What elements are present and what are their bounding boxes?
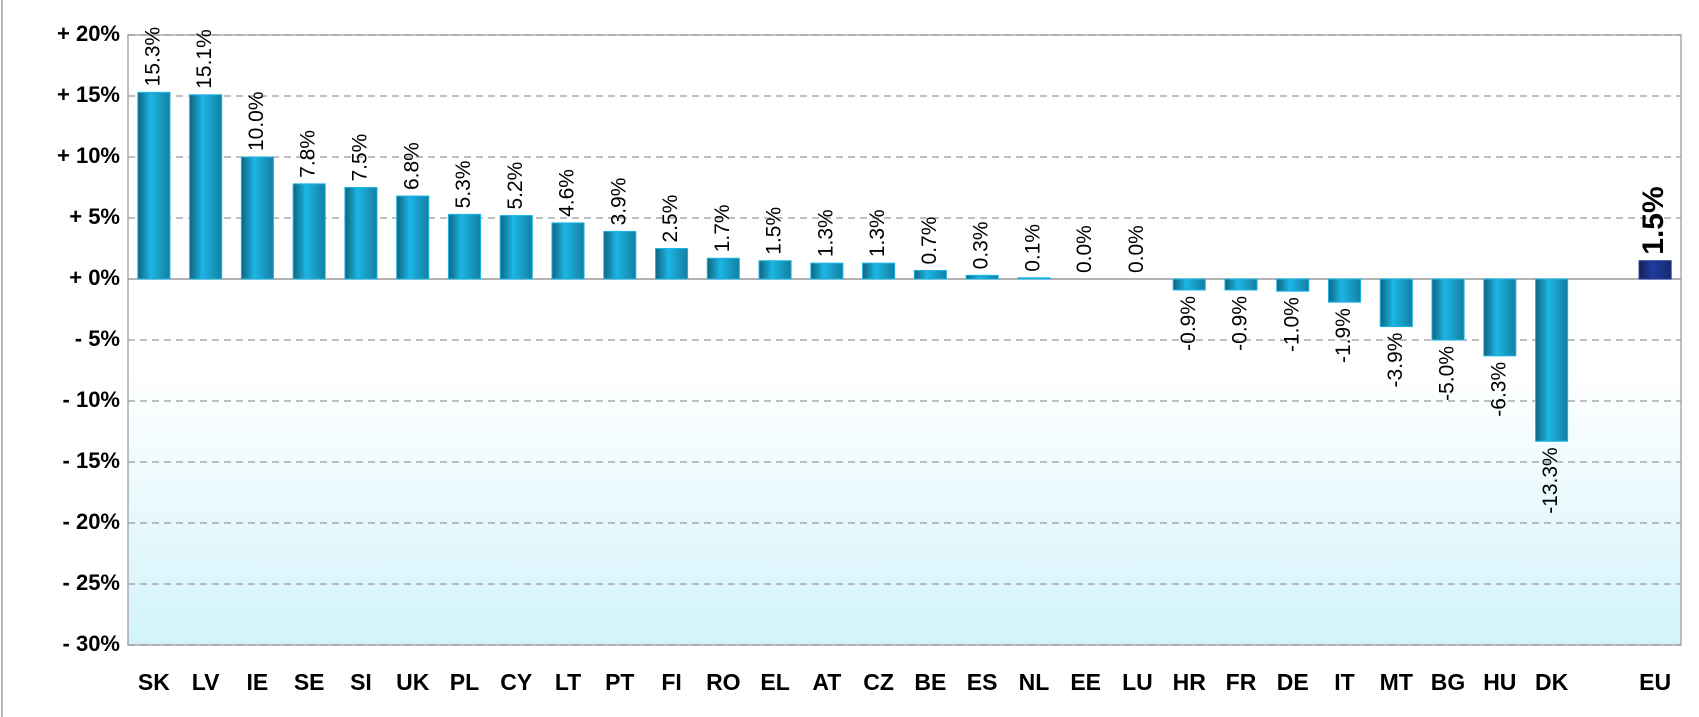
x-tick-label: EL — [760, 669, 789, 695]
value-label: -13.3% — [1539, 447, 1562, 514]
x-tick-label: FR — [1226, 669, 1257, 695]
bar — [1017, 277, 1051, 280]
x-tick-label: DE — [1277, 669, 1309, 695]
bar — [1638, 260, 1672, 280]
x-tick-label: EU — [1639, 669, 1671, 695]
x-tick-label: CZ — [863, 669, 894, 695]
x-tick-label: DK — [1535, 669, 1569, 695]
bar — [1172, 278, 1206, 291]
value-label: 0.7% — [918, 217, 941, 265]
y-tick-label: - 30% — [63, 631, 120, 656]
bar — [655, 248, 689, 280]
value-label: -1.0% — [1280, 297, 1303, 352]
value-label: 0.1% — [1021, 224, 1044, 272]
x-tick-label: HR — [1173, 669, 1207, 695]
bar — [396, 195, 430, 280]
value-label: -6.3% — [1487, 362, 1510, 417]
y-tick-label: - 20% — [63, 509, 120, 534]
y-tick-label: + 15% — [57, 82, 120, 107]
x-tick-label: NL — [1019, 669, 1050, 695]
value-label: 1.3% — [866, 209, 889, 257]
y-tick-label: - 15% — [63, 448, 120, 473]
value-label: 7.8% — [297, 130, 320, 178]
x-tick-label: RO — [706, 669, 741, 695]
value-label: 0.0% — [1125, 225, 1148, 273]
bar — [344, 187, 378, 280]
bar — [189, 94, 223, 280]
x-tick-label: LV — [192, 669, 220, 695]
x-tick-label: PL — [450, 669, 479, 695]
bar — [1379, 278, 1413, 328]
value-label: 1.5% — [1637, 186, 1670, 254]
x-tick-label: IT — [1334, 669, 1354, 695]
x-tick-label: ES — [967, 669, 998, 695]
value-label: -1.9% — [1332, 308, 1355, 363]
bar — [1431, 278, 1465, 341]
value-label: 10.0% — [245, 91, 268, 151]
x-tick-label: LU — [1122, 669, 1153, 695]
value-label: 1.5% — [763, 207, 786, 255]
x-tick-label: AT — [812, 669, 841, 695]
bar — [965, 274, 999, 280]
y-tick-label: + 0% — [69, 265, 120, 290]
bar — [603, 230, 637, 280]
value-label: 3.9% — [607, 178, 630, 226]
x-tick-label: PT — [605, 669, 634, 695]
x-tick-label: UK — [396, 669, 430, 695]
y-tick-label: - 25% — [63, 570, 120, 595]
bar — [706, 257, 740, 280]
bar — [862, 262, 896, 280]
value-label: 6.8% — [400, 142, 423, 190]
value-label: -0.9% — [1229, 296, 1252, 351]
x-tick-label: BG — [1431, 669, 1466, 695]
x-tick-label: SE — [294, 669, 325, 695]
value-label: 1.7% — [711, 204, 734, 252]
x-tick-label: CY — [500, 669, 532, 695]
bar — [1327, 278, 1362, 303]
y-tick-label: + 20% — [57, 21, 120, 46]
bar — [240, 156, 274, 280]
value-label: 4.6% — [556, 169, 579, 217]
x-tick-label: FI — [661, 669, 681, 695]
x-tick-label: BE — [914, 669, 946, 695]
value-label: -3.9% — [1384, 333, 1407, 388]
value-label: 1.3% — [814, 209, 837, 257]
value-label: 7.5% — [348, 134, 371, 182]
value-label: 5.2% — [504, 162, 527, 210]
x-tick-label: LT — [555, 669, 581, 695]
bar — [1276, 278, 1310, 292]
y-tick-label: - 5% — [75, 326, 120, 351]
x-tick-label: EE — [1070, 669, 1101, 695]
value-label: -0.9% — [1177, 296, 1200, 351]
value-label: 0.0% — [1073, 225, 1096, 273]
x-tick-label: IE — [247, 669, 269, 695]
value-label: 2.5% — [659, 195, 682, 243]
bar — [447, 213, 482, 280]
y-tick-label: - 10% — [63, 387, 120, 412]
x-tick-label: MT — [1380, 669, 1413, 695]
bar — [758, 260, 792, 280]
value-label: -5.0% — [1436, 346, 1459, 401]
bar — [499, 215, 533, 280]
bar — [292, 183, 326, 280]
bar — [1224, 278, 1258, 291]
x-tick-label: SI — [350, 669, 372, 695]
y-tick-label: + 10% — [57, 143, 120, 168]
y-tick-label: + 5% — [69, 204, 120, 229]
value-label: 0.3% — [970, 221, 993, 269]
bar — [913, 269, 947, 280]
bar — [810, 262, 844, 280]
x-tick-label: SK — [138, 669, 170, 695]
value-label: 15.3% — [141, 27, 164, 87]
value-label: 15.1% — [193, 29, 216, 89]
bar — [1535, 278, 1569, 442]
bar — [137, 91, 171, 280]
bar — [551, 222, 585, 280]
value-label: 5.3% — [452, 160, 475, 208]
x-tick-label: HU — [1483, 669, 1516, 695]
bar — [1483, 278, 1517, 357]
